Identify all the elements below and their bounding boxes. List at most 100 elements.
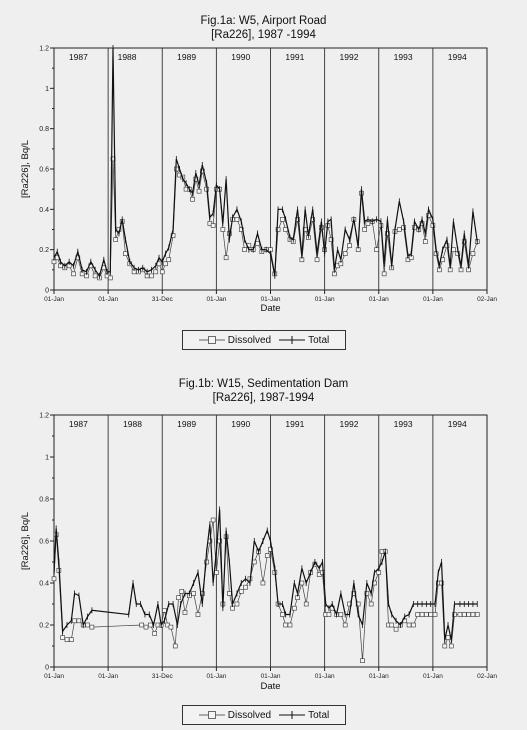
x-tick-label: 01-Jan [206, 673, 226, 680]
dissolved-point [326, 612, 332, 617]
chart1-plot: 1987 1988 1989 1990 1991 1992 1993 1994 0 0.2 0.4 0… [20, 45, 497, 314]
legend-dissolved-symbol [198, 711, 225, 719]
dissolved-point [374, 247, 379, 252]
x-axis-title: Date [260, 303, 280, 314]
chart1-title-line2: [Ra226], 1987 -1994 [211, 29, 316, 41]
dissolved-point [283, 622, 288, 628]
dissolved-point [113, 237, 119, 242]
dissolved-point [107, 275, 113, 281]
dissolved-point [162, 608, 167, 613]
year-label: 1991 [285, 419, 304, 429]
legend-dissolved-label: Dissolved [227, 709, 272, 721]
legend-total-symbol [279, 336, 306, 344]
dissolved-point [406, 622, 412, 628]
year-label: 1994 [448, 419, 467, 429]
x-tick-label: 01-Jan [261, 296, 281, 303]
legend-total-label: Total [308, 334, 330, 346]
dissolved-point [342, 622, 348, 628]
year-label: 1987 [69, 419, 88, 429]
dissolved-point [342, 251, 348, 256]
y-tick-label: 0.8 [39, 126, 49, 133]
dissolved-point [445, 635, 451, 640]
y-axis-title: [Ra226], Bq/L [20, 512, 31, 570]
dissolved-point [422, 239, 428, 244]
dissolved-point [292, 605, 297, 611]
dissolved-point [474, 612, 480, 617]
legend-total-label: Total [308, 709, 330, 721]
dissolved-point [234, 217, 240, 222]
x-tick-label: 31-Dec [152, 673, 174, 680]
dissolved-point [149, 273, 154, 279]
year-label: 1992 [340, 419, 359, 429]
y-tick-label: 1.2 [39, 413, 49, 420]
dissolved-point [195, 612, 201, 617]
x-tick-label: 02-Jan [477, 296, 497, 303]
dissolved-point [204, 559, 209, 565]
y-tick-label: 0.2 [39, 247, 49, 254]
y-axis-title: [Ra226], Bq/L [20, 140, 31, 198]
dissolved-point [381, 271, 387, 277]
dissolved-point [299, 580, 305, 586]
dissolved-point [397, 227, 402, 232]
dissolved-point [85, 622, 90, 628]
x-tick-label: 01-Jan [369, 673, 389, 680]
year-label: 1990 [231, 52, 250, 62]
y-tick-label: 0.4 [39, 581, 49, 588]
chart1-title: Fig.1a: W5, Airport Road [Ra226], 1987 -… [0, 14, 527, 42]
y-tick-label: 0.6 [39, 167, 49, 174]
legend-dissolved: Dissolved [198, 709, 272, 721]
dissolved-point [461, 239, 467, 244]
y-tick-label: 0.4 [39, 207, 49, 214]
dissolved-point [51, 576, 57, 582]
dissolved-point [320, 570, 325, 575]
dissolved-point [71, 271, 76, 277]
dissolved-point [220, 227, 226, 232]
chart2-plot: 1987 1988 1989 1990 1991 1992 1993 1994 0 0.2 0.4 0… [20, 413, 497, 693]
y-tick-label: 0.2 [39, 623, 49, 630]
dissolved-point [191, 591, 196, 596]
dissolved-point [360, 658, 365, 663]
dissolved-point [280, 612, 285, 617]
dissolved-point [338, 612, 344, 617]
dissolved-point [347, 243, 352, 248]
chart1-title-line1: Fig.1a: W5, Airport Road [200, 15, 327, 27]
y-tick-label: 1 [45, 455, 49, 462]
year-label: 1994 [448, 52, 467, 62]
dissolved-point [470, 612, 476, 617]
dissolved-point [424, 612, 429, 617]
dissolved-point [72, 618, 77, 624]
dissolved-point [393, 626, 399, 632]
x-tick-label: 01-Jan [315, 673, 335, 680]
chart1-legend: Dissolved Total [182, 330, 346, 350]
dissolved-point [168, 624, 174, 630]
chart2-title: Fig.1b: W15, Sedimentation Dam [Ra226], … [0, 377, 527, 405]
dissolved-point [242, 247, 247, 252]
dissolved-point [92, 273, 98, 279]
dissolved-point [260, 580, 266, 586]
dissolved-point [214, 570, 219, 575]
y-tick-label: 0 [45, 665, 49, 672]
y-tick-label: 1 [45, 86, 49, 93]
dissolved-point [432, 612, 438, 617]
total-series-line [53, 509, 478, 640]
dissolved-point [268, 547, 273, 552]
dissolved-point [223, 255, 229, 261]
dissolved-point [190, 196, 195, 202]
dissolved-point [428, 612, 434, 617]
legend-total: Total [279, 335, 329, 346]
x-tick-label: 01-Jan [423, 673, 443, 680]
dissolved-series-line [53, 519, 478, 661]
chart2-title-line1: Fig.1b: W15, Sedimentation Dam [178, 378, 349, 390]
dissolved-point [210, 517, 216, 523]
year-label: 1990 [231, 419, 250, 429]
y-tick-label: 0 [45, 288, 49, 295]
dissolved-point [172, 643, 178, 649]
dissolved-point [415, 612, 421, 617]
dissolved-point [470, 251, 476, 256]
dissolved-point [64, 637, 70, 642]
dissolved-point [287, 622, 293, 628]
x-tick-label: 01-Jan [423, 296, 443, 303]
year-label: 1991 [285, 52, 304, 62]
y-tick-label: 0.6 [39, 539, 49, 546]
x-tick-label: 01-Jan [98, 673, 118, 680]
